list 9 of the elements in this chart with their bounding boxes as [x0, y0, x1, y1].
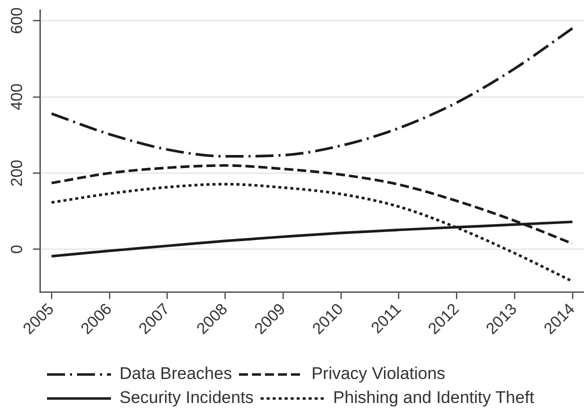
y-tick-label: 200: [9, 160, 26, 186]
legend-label: Security Incidents: [120, 388, 254, 408]
y-tick-label: 600: [9, 7, 26, 34]
y-tick-label: 400: [9, 83, 26, 110]
legend-label: Data Breaches: [120, 364, 232, 384]
legend-label: Phishing and Identity Theft: [333, 388, 534, 408]
y-tick-label: 0: [9, 244, 26, 254]
legend-label: Privacy Violations: [311, 364, 446, 384]
line-series: [50, 26, 574, 158]
